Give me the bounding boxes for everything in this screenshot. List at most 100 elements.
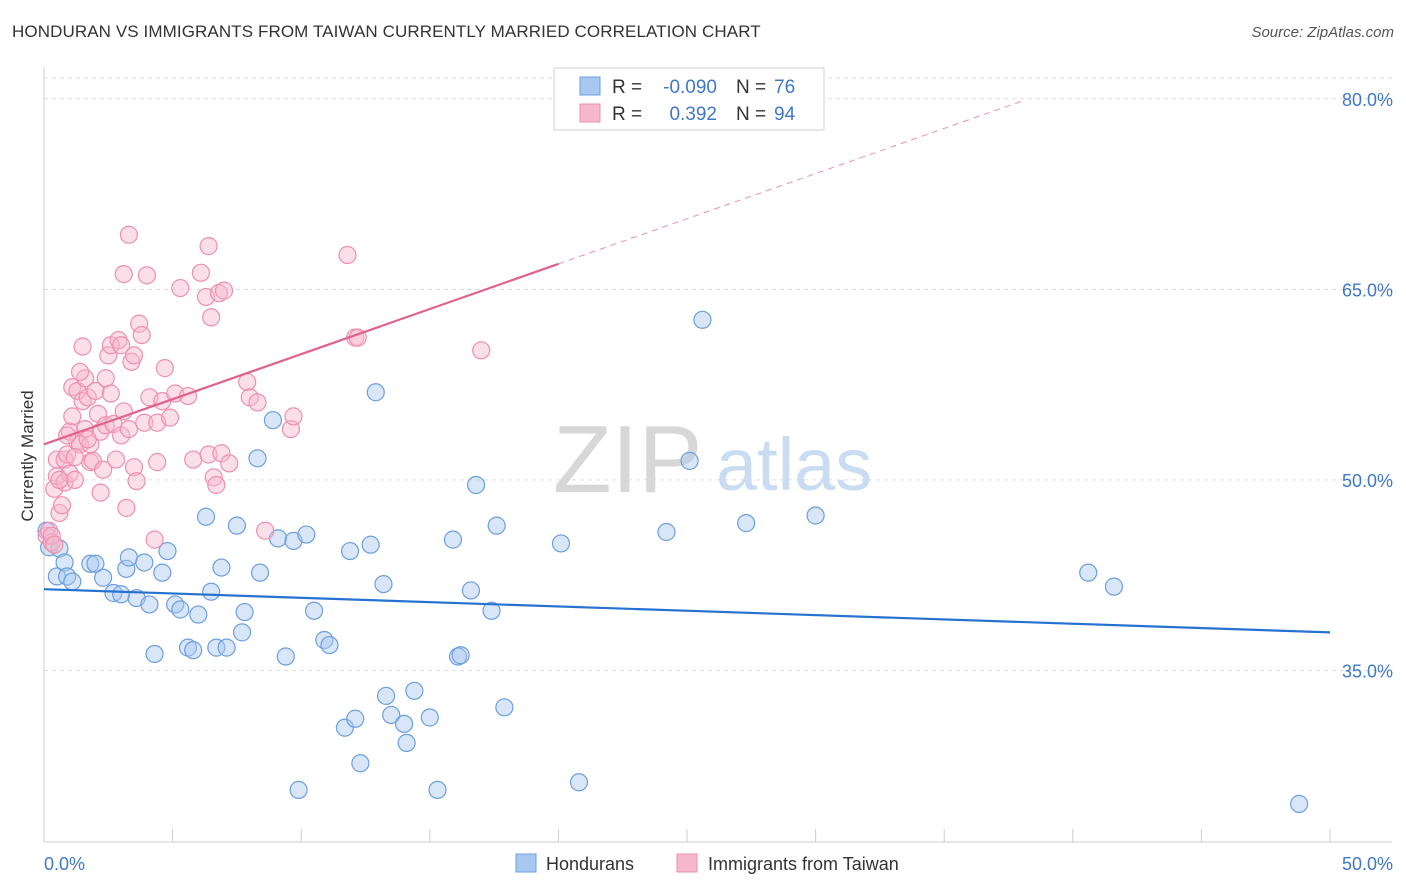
legend-r-label: R = [612,77,642,98]
data-point-taiwan [132,325,151,345]
data-point-hondurans [94,568,113,587]
y-tick-label: 35.0% [1342,661,1393,681]
data-point-taiwan [212,444,231,463]
data-point-hondurans [461,581,481,600]
data-point-taiwan [127,472,146,491]
data-point-taiwan [137,266,156,285]
x-tick-label: 50.0% [1342,854,1393,874]
axis-layer [43,67,1392,843]
data-point-taiwan [472,341,491,360]
data-point-hondurans [1290,794,1309,813]
data-point-hondurans [351,754,370,773]
tick-label-layer: 35.0% 50.0% 65.0% 80.0% 0.0% 50.0% [44,90,1393,874]
data-point-hondurans [212,558,231,577]
legend-n-value: 76 [774,77,795,98]
watermark-atlas: atlas [716,423,872,506]
data-point-hondurans [112,585,131,604]
watermark: ZIP atlas [553,406,872,513]
data-point-hondurans [217,638,236,657]
data-point-hondurans [405,681,424,700]
data-point-hondurans [276,647,295,666]
data-point-taiwan [70,362,90,382]
data-point-hondurans [119,548,138,567]
data-point-hondurans [346,709,365,728]
data-point-taiwan [65,447,84,467]
trend-line-taiwan-extrapolated [558,100,1022,265]
data-point-hondurans [320,635,339,655]
bottom-legend-label-hondurans: Hondurans [546,854,634,874]
y-tick-label: 50.0% [1342,471,1393,491]
data-point-taiwan [94,460,113,479]
data-point-hondurans [117,559,136,578]
data-point-taiwan [145,530,164,549]
data-point-hondurans [680,451,699,470]
legend-r-value: 0.392 [669,104,717,125]
data-point-hondurans [81,554,100,573]
data-point-hondurans [374,574,393,594]
x-tick-label: 0.0% [44,854,85,874]
data-point-hondurans [420,708,439,727]
data-point-hondurans [551,534,571,553]
data-point-taiwan [338,245,357,265]
data-point-hondurans [315,630,334,650]
data-point-hondurans [166,595,185,614]
data-point-hondurans [361,535,380,554]
data-point-taiwan [42,533,61,552]
data-point-taiwan [160,408,180,427]
data-point-taiwan [202,308,221,327]
bottom-legend: Hondurans Immigrants from Taiwan [515,853,899,874]
data-point-hondurans [482,601,501,620]
data-point-hondurans [466,475,486,495]
data-point-taiwan [86,381,105,401]
legend-n-label: N = [736,104,766,125]
data-point-taiwan [119,419,138,439]
data-point-hondurans [58,567,77,586]
data-point-hondurans [184,641,203,660]
data-point-taiwan [50,470,69,490]
data-point-taiwan [96,369,115,388]
data-point-taiwan [106,450,126,469]
trend-layer [43,100,1331,634]
data-point-hondurans [569,773,589,792]
data-point-taiwan [207,475,226,495]
legend-swatch-blue [579,76,601,96]
data-point-hondurans [737,514,756,533]
points-layer [37,225,1309,813]
watermark-zip: ZIP [553,406,702,513]
data-point-hondurans [178,638,198,657]
data-point-hondurans [227,516,246,535]
data-point-taiwan [63,407,82,426]
legend-r-value: -0.090 [663,77,717,98]
source-credit: Source: ZipAtlas.com [1251,24,1394,41]
data-point-hondurans [657,522,676,542]
data-point-taiwan [101,384,120,403]
data-point-taiwan [45,535,64,554]
legend-n-value: 94 [774,104,796,125]
trend-line-hondurans [43,588,1331,634]
legend-r-label: R = [612,104,642,125]
data-point-taiwan [148,453,167,472]
data-point-taiwan [220,454,239,473]
data-point-taiwan [117,498,136,517]
bottom-legend-swatch-blue [515,853,537,873]
data-point-hondurans [1079,563,1098,582]
data-point-taiwan [199,445,218,464]
data-point-hondurans [55,553,74,572]
data-point-hondurans [304,601,324,620]
data-point-taiwan [65,470,84,490]
data-point-hondurans [428,780,447,800]
data-point-hondurans [207,638,226,657]
data-point-hondurans [145,644,164,664]
legend-box: R = -0.090 N = 76 R = 0.392 N = 94 [553,67,825,131]
data-point-hondurans [806,506,825,525]
data-point-taiwan [112,336,131,355]
data-point-hondurans [366,383,385,402]
data-point-taiwan [124,346,144,365]
data-point-hondurans [289,780,308,800]
data-point-hondurans [153,563,172,582]
data-point-hondurans [248,449,267,468]
data-point-taiwan [155,359,174,378]
data-point-taiwan [114,264,133,284]
y-tick-label: 65.0% [1342,280,1393,300]
